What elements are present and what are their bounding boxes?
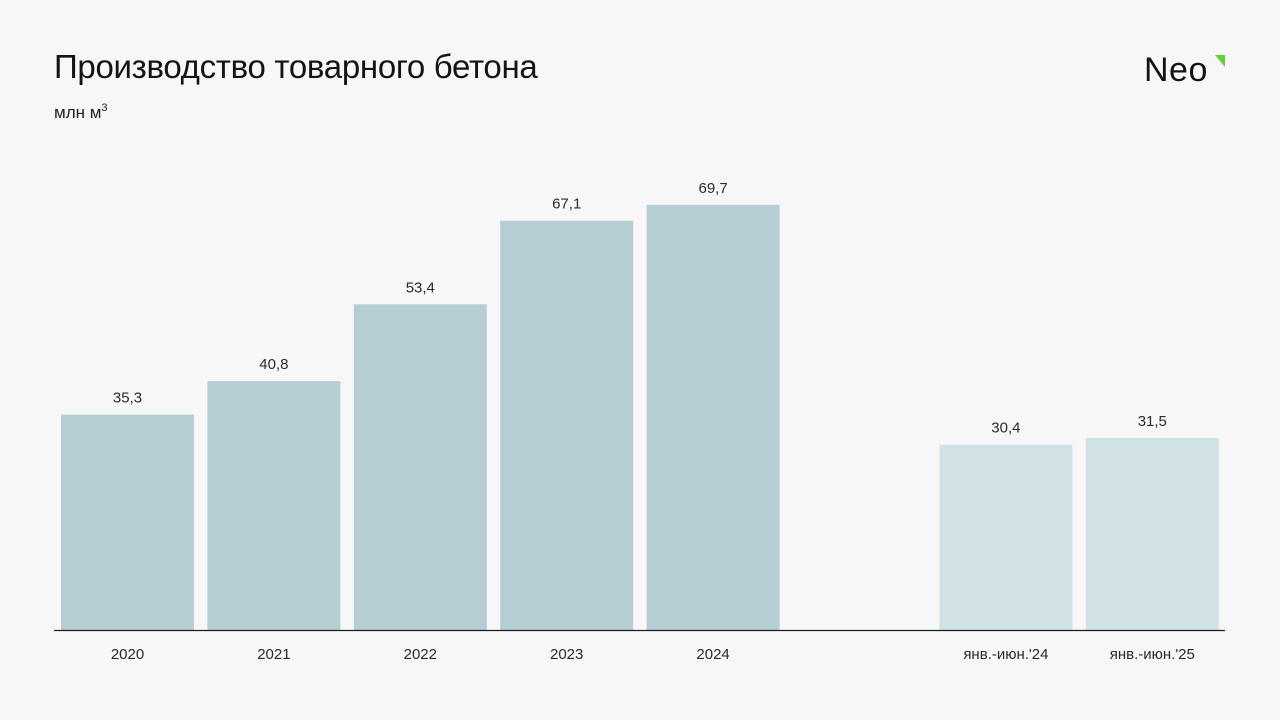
bar-2021 — [207, 381, 341, 630]
x-tick-label: янв.-июн.'24 — [963, 646, 1048, 663]
data-label: 67,1 — [552, 196, 581, 213]
data-label: 40,8 — [259, 356, 288, 373]
x-tick-label: 2022 — [404, 646, 437, 663]
logo-accent-icon — [1215, 55, 1225, 67]
x-tick-label: 2024 — [696, 646, 729, 663]
data-label: 31,5 — [1138, 413, 1167, 430]
x-tick-label: 2020 — [111, 646, 144, 663]
bar-янв.-июн.'24 — [939, 444, 1073, 630]
neo-logo: Neo — [1144, 50, 1228, 90]
data-label: 30,4 — [991, 420, 1020, 437]
bar-янв.-июн.'25 — [1085, 437, 1219, 630]
bar-2020 — [61, 414, 194, 630]
bar-2023 — [500, 220, 634, 630]
data-label: 69,7 — [698, 180, 727, 197]
page-title: Производство товарного бетона — [54, 48, 538, 85]
bar-2024 — [646, 204, 780, 631]
unit-base: млн м — [54, 103, 102, 122]
logo-text: Neo — [1144, 51, 1208, 89]
x-tick-label: 2023 — [550, 646, 583, 663]
unit-label: млн м3 — [54, 102, 108, 123]
bar-2022 — [353, 304, 487, 630]
x-tick-label: 2021 — [257, 646, 290, 663]
x-tick-label: янв.-июн.'25 — [1110, 646, 1195, 663]
unit-superscript: 3 — [101, 102, 108, 114]
data-label: 35,3 — [113, 390, 142, 407]
data-label: 53,4 — [406, 279, 435, 296]
